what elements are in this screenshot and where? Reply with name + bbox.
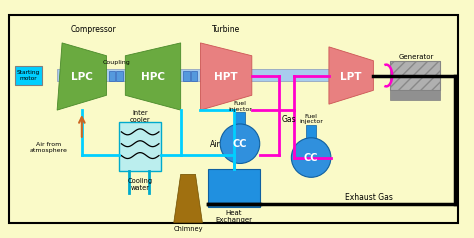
- Bar: [109, 71, 116, 81]
- Text: Coupling: Coupling: [102, 60, 130, 65]
- Text: Chimney: Chimney: [174, 226, 203, 232]
- Bar: [9, 15, 458, 223]
- Circle shape: [292, 138, 331, 177]
- Text: Compressor: Compressor: [71, 25, 117, 34]
- Bar: [182, 71, 190, 81]
- Circle shape: [220, 124, 260, 164]
- Polygon shape: [329, 47, 374, 104]
- Polygon shape: [125, 43, 181, 110]
- Text: Exhaust Gas: Exhaust Gas: [345, 193, 392, 202]
- Bar: [191, 71, 198, 81]
- Bar: [57, 69, 364, 81]
- Text: HPC: HPC: [141, 71, 165, 81]
- Bar: [119, 122, 161, 171]
- Bar: [15, 66, 42, 85]
- Bar: [390, 90, 439, 100]
- Text: Air: Air: [210, 140, 220, 149]
- Text: CC: CC: [233, 139, 247, 149]
- Text: Generator: Generator: [398, 54, 434, 60]
- Text: Air from
atmosphere: Air from atmosphere: [29, 142, 67, 153]
- Text: Cooling
water: Cooling water: [128, 178, 153, 191]
- Text: Starting
motor: Starting motor: [17, 70, 40, 81]
- Text: Inter
cooler: Inter cooler: [130, 109, 150, 123]
- Text: Gas: Gas: [282, 115, 297, 124]
- Bar: [306, 125, 316, 140]
- Text: HPT: HPT: [214, 71, 238, 81]
- Bar: [390, 61, 439, 90]
- Text: CC: CC: [304, 153, 319, 163]
- Bar: [235, 112, 245, 127]
- Polygon shape: [174, 174, 202, 223]
- Polygon shape: [201, 43, 252, 110]
- Text: LPC: LPC: [71, 71, 93, 81]
- Bar: [390, 61, 439, 90]
- Bar: [117, 71, 123, 81]
- Text: LPT: LPT: [340, 71, 361, 81]
- Text: Heat
Exchanger: Heat Exchanger: [216, 210, 253, 223]
- Polygon shape: [57, 43, 107, 110]
- Text: Fuel
injector: Fuel injector: [299, 114, 323, 124]
- Bar: [209, 169, 260, 207]
- Text: Fuel
injector: Fuel injector: [228, 101, 252, 112]
- Text: Turbine: Turbine: [212, 25, 240, 34]
